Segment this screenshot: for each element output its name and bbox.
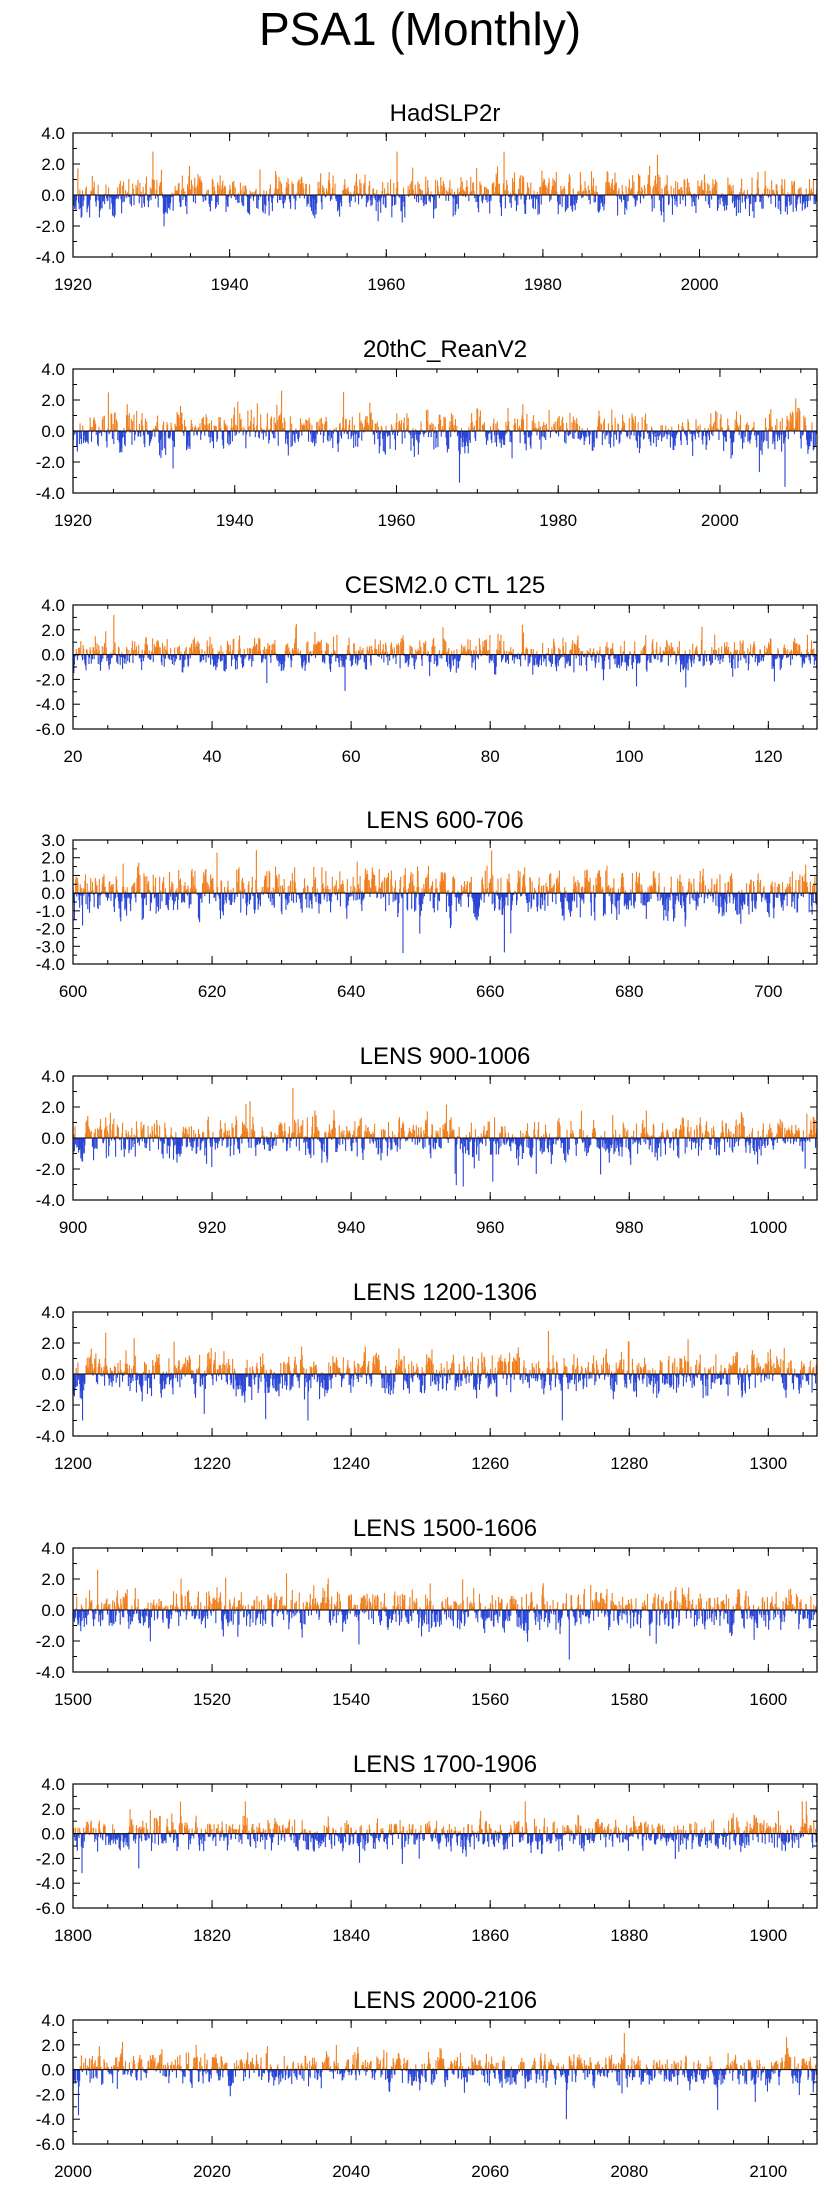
y-tick-label: 0.0 bbox=[41, 422, 65, 441]
chart-title: CESM2.0 CTL 125 bbox=[345, 572, 546, 599]
x-tick-label: 60 bbox=[342, 747, 361, 766]
x-tick-label: 1920 bbox=[54, 511, 92, 530]
chart-title: HadSLP2r bbox=[390, 100, 501, 127]
y-tick-label: -2.0 bbox=[36, 217, 65, 236]
y-tick-label: 2.0 bbox=[41, 391, 65, 410]
x-tick-label: 2000 bbox=[701, 511, 739, 530]
y-tick-label: 4.0 bbox=[41, 360, 65, 379]
x-tick-label: 2000 bbox=[681, 275, 719, 294]
y-tick-label: -2.0 bbox=[36, 453, 65, 472]
y-tick-label: 0.0 bbox=[41, 186, 65, 205]
chart-title: LENS 600-706 bbox=[366, 807, 523, 834]
y-tick-label: 2.0 bbox=[41, 621, 65, 640]
x-tick-label: 1980 bbox=[539, 511, 577, 530]
y-tick-label: 0.0 bbox=[41, 646, 65, 665]
chart-panel: LENS 600-7063.02.01.00.0-1.0-2.0-3.0-4.0… bbox=[36, 807, 818, 1001]
bar-series bbox=[72, 390, 818, 487]
y-tick-label: 4.0 bbox=[41, 596, 65, 615]
x-tick-label: 1920 bbox=[54, 275, 92, 294]
x-tick-label: 1960 bbox=[378, 511, 416, 530]
chart-panel: 20thC_ReanV2 4.0 2.0 0.0 -2.0 -4.0 1920 1940 196… bbox=[36, 336, 818, 530]
plot-frame bbox=[72, 604, 818, 730]
x-tick-label: 1940 bbox=[211, 275, 249, 294]
y-tick-label: 2.0 bbox=[41, 155, 65, 174]
x-tick-label: 1960 bbox=[367, 275, 405, 294]
bar-series bbox=[72, 614, 818, 691]
y-tick-label: -4.0 bbox=[36, 484, 65, 503]
x-tick-label: 1940 bbox=[216, 511, 254, 530]
x-tick-label: 20 bbox=[64, 747, 83, 766]
x-tick-label: 40 bbox=[203, 747, 222, 766]
x-tick-label: 100 bbox=[615, 747, 643, 766]
y-tick-label: -4.0 bbox=[36, 248, 65, 267]
chart-panel: HadSLP2r 4.0 2.0 0.0 -2.0 -4.0 1920 1940 1960 198… bbox=[36, 100, 818, 294]
bar-series bbox=[72, 850, 818, 954]
y-tick-label: -6.0 bbox=[36, 720, 65, 739]
y-tick-label: -2.0 bbox=[36, 670, 65, 689]
page-title: PSA1 (Monthly) bbox=[258, 3, 582, 55]
y-tick-label: 4.0 bbox=[41, 124, 65, 143]
y-tick-label: -4.0 bbox=[36, 695, 65, 714]
chart-panel: CESM2.0 CTL 125 4.0 2.0 0.0 -2.0 -4.0 -6.0 20 40… bbox=[36, 572, 818, 766]
bar-series bbox=[72, 151, 818, 227]
x-tick-label: 1980 bbox=[524, 275, 562, 294]
x-tick-label: 80 bbox=[481, 747, 500, 766]
chart-title: 20thC_ReanV2 bbox=[363, 336, 527, 363]
x-tick-label: 120 bbox=[754, 747, 782, 766]
